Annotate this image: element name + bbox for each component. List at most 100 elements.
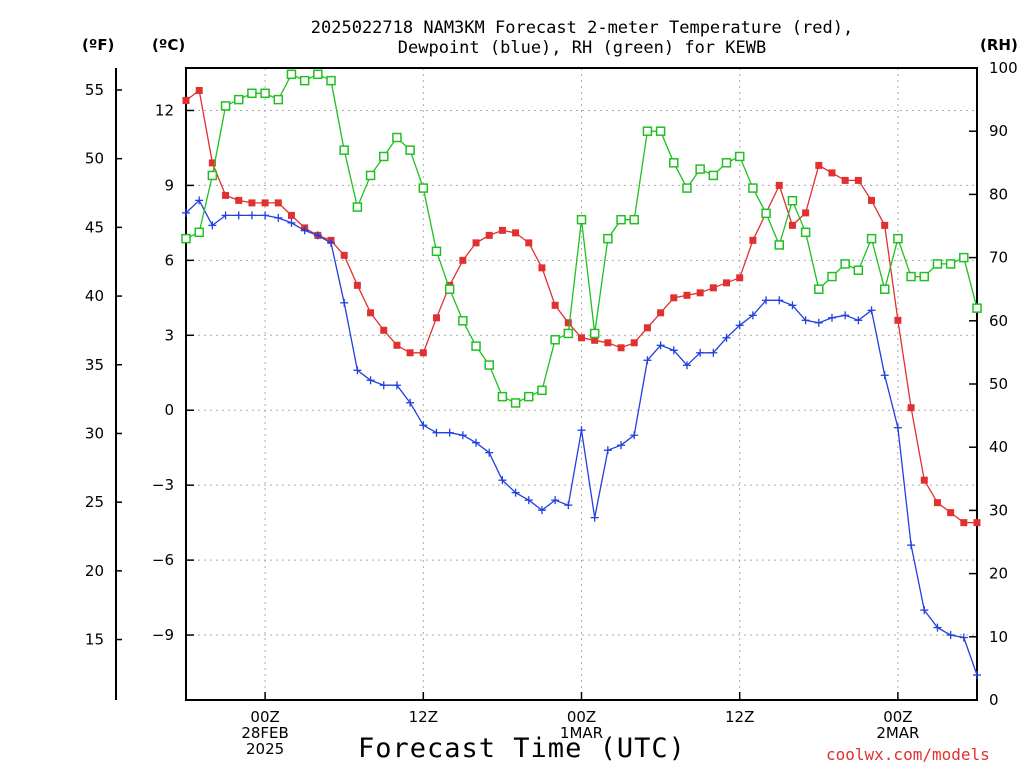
rh-point — [655, 126, 666, 136]
temperature-point — [578, 334, 585, 342]
rh-point — [879, 284, 890, 294]
dewpoint-point — [577, 426, 586, 435]
rh-point — [616, 214, 626, 225]
dewpoint-point — [630, 431, 639, 440]
temperature-point — [960, 519, 968, 527]
rh-point — [286, 69, 297, 80]
celsius-tick-label: −6 — [152, 551, 174, 569]
dewpoint-point — [472, 438, 481, 447]
temperature-point — [222, 191, 230, 199]
temperature-point — [261, 199, 269, 207]
temperature-point — [920, 476, 928, 484]
temperature-point — [630, 339, 638, 347]
dewpoint-point — [208, 221, 217, 230]
dewpoint-point — [590, 513, 599, 522]
rh-axis-label: (RH) — [980, 36, 1018, 54]
rh-point — [194, 227, 204, 238]
celsius-tick-label: −3 — [152, 476, 174, 494]
temperature-point — [353, 281, 361, 289]
fahrenheit-tick-label: 40 — [85, 287, 104, 305]
temperature-point — [709, 284, 717, 292]
rh-point — [313, 69, 323, 80]
plot-frame — [185, 67, 978, 701]
dewpoint-point — [498, 476, 507, 485]
dewpoint-point — [234, 211, 243, 220]
dewpoint-point — [195, 196, 204, 205]
rh-point — [233, 94, 244, 105]
rh-point — [352, 202, 363, 212]
celsius-tick-label: −9 — [152, 626, 174, 644]
rh-point — [299, 75, 310, 86]
temperature-point — [485, 231, 493, 239]
fahrenheit-tick-label: 55 — [85, 81, 104, 99]
dewpoint-point — [854, 316, 863, 325]
temperature-point — [393, 341, 401, 349]
dewpoint-point — [524, 496, 533, 505]
dewpoint-point — [419, 421, 428, 430]
rh-point — [431, 246, 442, 257]
temperature-point — [828, 169, 836, 177]
rh-point — [853, 265, 864, 275]
dewpoint-point — [907, 541, 916, 550]
rh-tick-label: 10 — [989, 628, 1008, 646]
temperature-point — [894, 316, 902, 324]
dewpoint-point — [353, 366, 362, 375]
dewpoint-point — [775, 296, 784, 305]
x-tick-label: 2MAR — [876, 724, 919, 742]
x-tick-label: 00Z — [567, 708, 596, 726]
temperature-point — [340, 251, 348, 259]
fahrenheit-tick-label: 25 — [85, 493, 104, 511]
rh-point — [458, 316, 468, 326]
dewpoint-point — [392, 381, 401, 390]
rh-point — [761, 208, 771, 219]
temperature-point — [512, 229, 520, 237]
chart-grid — [186, 68, 977, 700]
dewpoint-point — [880, 371, 889, 380]
temperature-point — [617, 344, 625, 352]
rh-point — [840, 259, 850, 269]
temperature-point — [696, 289, 704, 297]
rh-point — [392, 132, 402, 143]
series-line-0 — [185, 89, 977, 524]
rh-point — [906, 271, 916, 282]
temperature-point — [973, 519, 981, 527]
rh-point — [537, 385, 547, 396]
temperature-point — [432, 314, 440, 322]
rh-point — [365, 170, 376, 181]
rh-point — [418, 183, 429, 193]
temperature-point — [643, 324, 651, 332]
dewpoint-point — [458, 431, 467, 440]
temperature-point — [775, 181, 783, 189]
chart-title-line-2: Dewpoint (blue), RH (green) for KEWB — [397, 38, 767, 58]
dewpoint-point — [551, 496, 560, 505]
dewpoint-point — [274, 213, 283, 222]
dewpoint-point — [814, 318, 823, 327]
dewpoint-point — [709, 348, 718, 357]
temperature-point — [195, 86, 203, 94]
temperature-point — [472, 239, 480, 247]
temperature-point — [274, 199, 282, 207]
rh-point — [827, 271, 837, 282]
x-tick-label: 12Z — [409, 708, 438, 726]
rh-point — [866, 233, 877, 244]
temperature-point — [419, 349, 427, 357]
dewpoint-point — [959, 633, 968, 642]
rh-point — [471, 341, 481, 351]
temperature-point — [736, 274, 744, 282]
fahrenheit-tick-label: 35 — [85, 356, 104, 374]
dewpoint-point — [445, 428, 454, 437]
rh-point — [326, 75, 336, 86]
fahrenheit-tick-label: 45 — [85, 218, 104, 236]
temperature-point — [525, 239, 533, 247]
rh-point — [669, 158, 679, 168]
fahrenheit-tick-label: 30 — [85, 424, 104, 442]
rh-point — [748, 183, 758, 193]
dewpoint-point — [406, 398, 415, 407]
rh-tick-label: 20 — [989, 565, 1008, 583]
rh-point — [959, 252, 969, 263]
x-tick-label: 1MAR — [560, 724, 603, 742]
chart-axes: −9−6−30369121520253035404550550102030405… — [85, 59, 1018, 758]
rh-point — [721, 158, 732, 168]
dewpoint-point — [564, 501, 573, 510]
